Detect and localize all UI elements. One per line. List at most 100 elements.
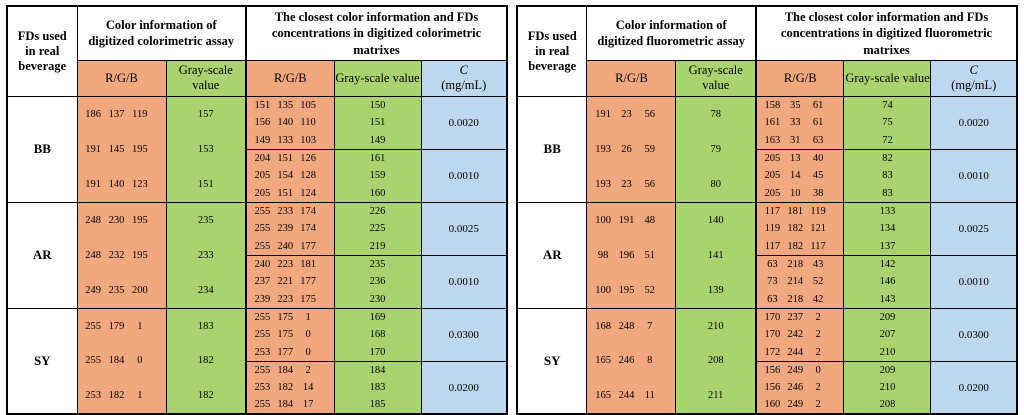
rgb-value: 191: [85, 178, 102, 190]
gray-scale-value: 149: [369, 134, 386, 146]
gray-scale-value: 207: [879, 329, 896, 341]
gray-scale-value: 72: [882, 134, 893, 146]
rgb-value: 181: [787, 205, 804, 217]
rgb-value: 182: [277, 381, 294, 393]
rgb-value: 124: [300, 187, 316, 199]
table-header-row: FDs used in real beverage Color informat…: [516, 5, 1018, 97]
rgb-value: 156: [764, 364, 781, 376]
rgb-value: 45: [812, 170, 824, 182]
rgb-value: 40: [812, 152, 824, 164]
concentration-symbol: C: [459, 63, 468, 78]
rgb-value-row: 170 242 2: [757, 329, 844, 340]
rgb-value-row: 205 151 124: [247, 188, 334, 199]
gray-scale-value: 168: [369, 329, 386, 341]
rgb-value: 158: [764, 99, 781, 111]
rgb-value-row: 204 151 126: [247, 153, 334, 164]
rgb-value: 160: [764, 399, 781, 411]
rgb-value: 191: [85, 143, 102, 155]
rgb-value: 195: [618, 284, 635, 296]
rgb-value-row: 249 235 200: [78, 285, 166, 296]
matrix-gray-cell: 235 236 230: [333, 254, 422, 309]
matrix-group-row: AR 100 191 48 98 196 51 100 195 52 140 141 139 117 181…: [516, 201, 1018, 309]
assay-rgb-values: 255 179 1 255 184 0 253 182 1: [78, 309, 166, 414]
rgb-value: 43: [812, 258, 824, 270]
matrix-rgb-cell: 156 249 0 156 246 2 160 249 2: [754, 360, 845, 415]
gray-scale-value: 140: [707, 214, 724, 226]
concentration-cell: 0.0020: [930, 95, 1018, 150]
assay-rgb-cell: 186 137 119 191 145 195 191 140 123: [76, 95, 167, 203]
rgb-value: 42: [812, 293, 824, 305]
rgb-value-row: 253 182 1: [78, 390, 166, 401]
rgb-value-row: 240 223 181: [247, 259, 334, 270]
rgb-value: 170: [764, 329, 781, 341]
matrix-gray-values: 169 168 170: [335, 309, 421, 361]
assay-rgb-cell: 248 230 195 248 232 195 249 235 200: [76, 201, 167, 309]
rgb-value: 23: [621, 178, 632, 190]
gray-scale-value: 210: [879, 346, 896, 358]
rgb-value-row: 248 230 195: [78, 215, 166, 226]
rgb-value-row: 191 145 195: [78, 144, 166, 155]
rgb-value: 0: [305, 346, 311, 358]
rgb-value-row: 158 35 61: [757, 100, 844, 111]
rgb-value: 0: [137, 355, 143, 367]
matrix-group-row: 156 249 0 156 246 2 160 249 2 209 210 208 0.0200: [517, 360, 1018, 415]
rgb-value: 149: [254, 134, 271, 146]
rgb-value: 110: [300, 117, 316, 129]
matrix-rgb-values: 255 184 2 253 182 14 255 184 17: [247, 362, 334, 414]
gray-scale-value: 233: [197, 249, 214, 261]
gray-scale-value: 230: [369, 293, 386, 305]
gray-scale-value: 137: [879, 240, 896, 252]
assay-gray-cell: 210 208 211: [675, 307, 757, 415]
rgb-value: 230: [108, 214, 125, 226]
matrix-group-row: 205 13 40 205 14 45 205 10 38 82 83 83 0.0010: [517, 148, 1018, 203]
rgb-value: 174: [300, 205, 316, 217]
matrix-gray-header: Gray-scale value: [843, 59, 932, 97]
concentration-cell: 0.0010: [930, 254, 1018, 309]
concentration-units: (mg/mL): [951, 78, 997, 93]
gray-scale-value: 141: [707, 249, 724, 261]
matrix-group-row: 63 218 43 73 214 52 63 218 42 142 146 143 0.0010: [517, 254, 1018, 309]
rgb-value: 233: [277, 205, 294, 217]
rgb-value: 154: [277, 170, 294, 182]
gray-scale-value: 146: [879, 276, 896, 288]
assay-gray-values: 78 79 80: [676, 97, 755, 202]
gray-scale-value: 184: [369, 364, 386, 376]
assay-rgb-header: R/G/B: [76, 59, 167, 97]
matrix-rgb-values: 117 181 119 119 182 121 117 182 117: [757, 203, 844, 255]
rgb-value: 63: [767, 258, 778, 270]
rgb-value: 242: [787, 329, 804, 341]
rgb-value: 126: [300, 152, 316, 164]
rgb-value-row: 193 23 56: [587, 179, 675, 190]
rgb-value: 253: [254, 346, 271, 358]
rgb-value: 117: [764, 205, 781, 217]
matrix-group-row: BB 186 137 119 191 145 195 191 140 123 157 153 151 15…: [6, 95, 508, 203]
gray-scale-value: 219: [369, 240, 386, 252]
matrix-rgb-values: 205 13 40 205 14 45 205 10 38: [757, 150, 844, 202]
matrix-gray-cell: 142 146 143: [843, 254, 932, 309]
rgb-value: 237: [787, 311, 804, 323]
matrix-rgb-values: 170 237 2 170 242 2 172 244 2: [757, 309, 844, 361]
rgb-value-row: 253 177 0: [247, 347, 334, 358]
matrix-rgb-values: 158 35 61 161 33 61 163 31 63: [757, 97, 844, 149]
rgb-value: 253: [85, 390, 102, 402]
matrix-gray-values: 142 146 143: [844, 256, 930, 308]
rgb-value-row: 163 31 63: [757, 135, 844, 146]
matrix-rgb-cell: 205 13 40 205 14 45 205 10 38: [754, 148, 845, 203]
fd-column-header: FDs used in real beverage: [6, 5, 78, 97]
rgb-value: 156: [764, 381, 781, 393]
gray-scale-value: 78: [710, 108, 721, 120]
table-header-row: FDs used in real beverage Color informat…: [6, 5, 508, 97]
assay-gray-cell: 183 182 182: [165, 307, 247, 415]
rgb-value-row: 172 244 2: [757, 347, 844, 358]
matrix-rgb-cell: 158 35 61 161 33 61 163 31 63: [754, 95, 845, 150]
matrix-rgb-cell: 255 233 174 255 239 174 255 240 177: [245, 201, 335, 256]
matrix-gray-cell: 209 207 210: [843, 307, 932, 362]
matrix-rgb-cell: 63 218 43 73 214 52 63 218 42: [754, 254, 845, 309]
rgb-value: 140: [108, 178, 125, 190]
rgb-value: 35: [789, 99, 801, 111]
concentration-units: (mg/mL): [441, 78, 487, 93]
rgb-value-row: 191 23 56: [587, 109, 675, 120]
matrix-rgb-values: 151 135 105 156 140 110 149 133 103: [247, 97, 334, 149]
rgb-value: 61: [812, 117, 824, 129]
table-subheader-row: R/G/B Gray-scale value R/G/B Gray-scale …: [7, 59, 508, 97]
